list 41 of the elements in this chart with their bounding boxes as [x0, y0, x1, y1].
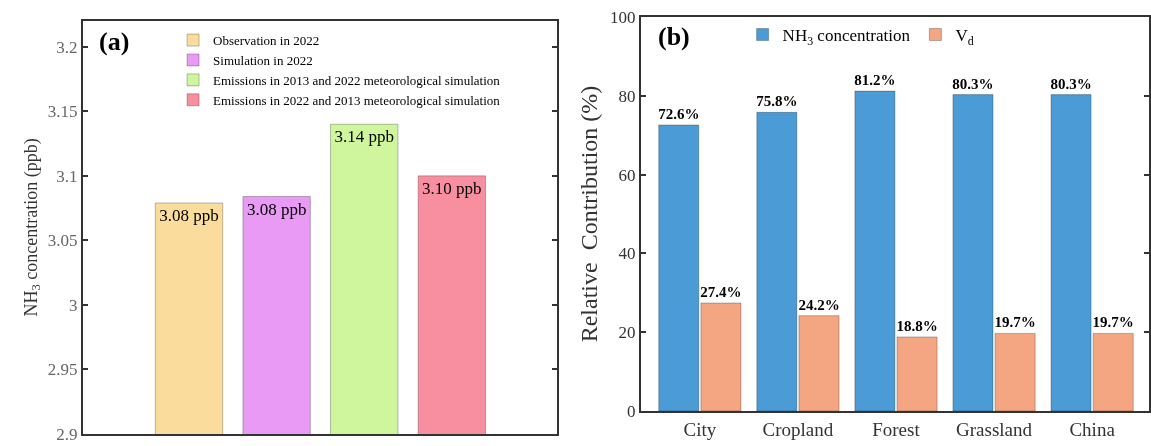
y-tick-label: 3.15 [47, 102, 78, 122]
y-tick-label: 2.9 [56, 424, 78, 444]
annotation: (a) [99, 27, 130, 56]
data-label: 75.8% [756, 93, 798, 110]
y-tick-label: 3.1 [56, 166, 78, 186]
legend-label: Emissions in 2013 and 2022 meteorological simulation [213, 72, 501, 88]
annotation: (b) [658, 22, 690, 51]
x-tick-label: Grassland [956, 418, 1033, 440]
data-label: 80.3% [1050, 75, 1092, 92]
y-tick-label: 3.05 [47, 231, 78, 251]
data-label: 3.08 ppb [159, 205, 219, 225]
legend-label: Observation in 2022 [213, 33, 320, 49]
data-label: 27.4% [700, 284, 742, 301]
data-label: 19.7% [1092, 314, 1134, 331]
y-tick-label: 60 [618, 165, 636, 185]
data-label: 3.08 ppb [246, 199, 307, 219]
y-tick-label: 2.95 [47, 360, 78, 380]
legend-label: Simulation in 2022 [213, 53, 313, 69]
y-tick-label: 0 [627, 401, 636, 421]
y-tick-label: 3 [69, 295, 78, 315]
x-tick-label: Cropland [762, 418, 834, 440]
data-label: 81.2% [854, 72, 896, 89]
y-tick-label: 80 [618, 86, 636, 106]
y-axis-title: Relative Contribution (%) [575, 85, 602, 343]
x-tick-label: Forest [872, 418, 921, 440]
legend-label: NH$_{3}$ concentration [782, 26, 911, 48]
data-label: 3.10 ppb [422, 178, 482, 198]
legend-label: Emissions in 2022 and 2013 meteorological simulation [213, 92, 501, 108]
x-tick-label: China [1069, 418, 1116, 440]
data-label: 18.8% [896, 317, 938, 334]
data-label: 19.7% [994, 314, 1036, 331]
y-tick-label: 3.2 [56, 37, 78, 57]
data-label: 72.6% [658, 105, 700, 122]
data-label: 80.3% [952, 75, 994, 92]
data-label: 3.14 ppb [334, 127, 394, 147]
y-tick-label: 100 [610, 7, 636, 27]
legend-label: V$_{d}$ [955, 26, 974, 48]
data-label: 24.2% [798, 296, 840, 313]
y-tick-label: 20 [618, 323, 636, 343]
x-tick-label: City [683, 418, 717, 440]
y-tick-label: 40 [618, 244, 636, 264]
